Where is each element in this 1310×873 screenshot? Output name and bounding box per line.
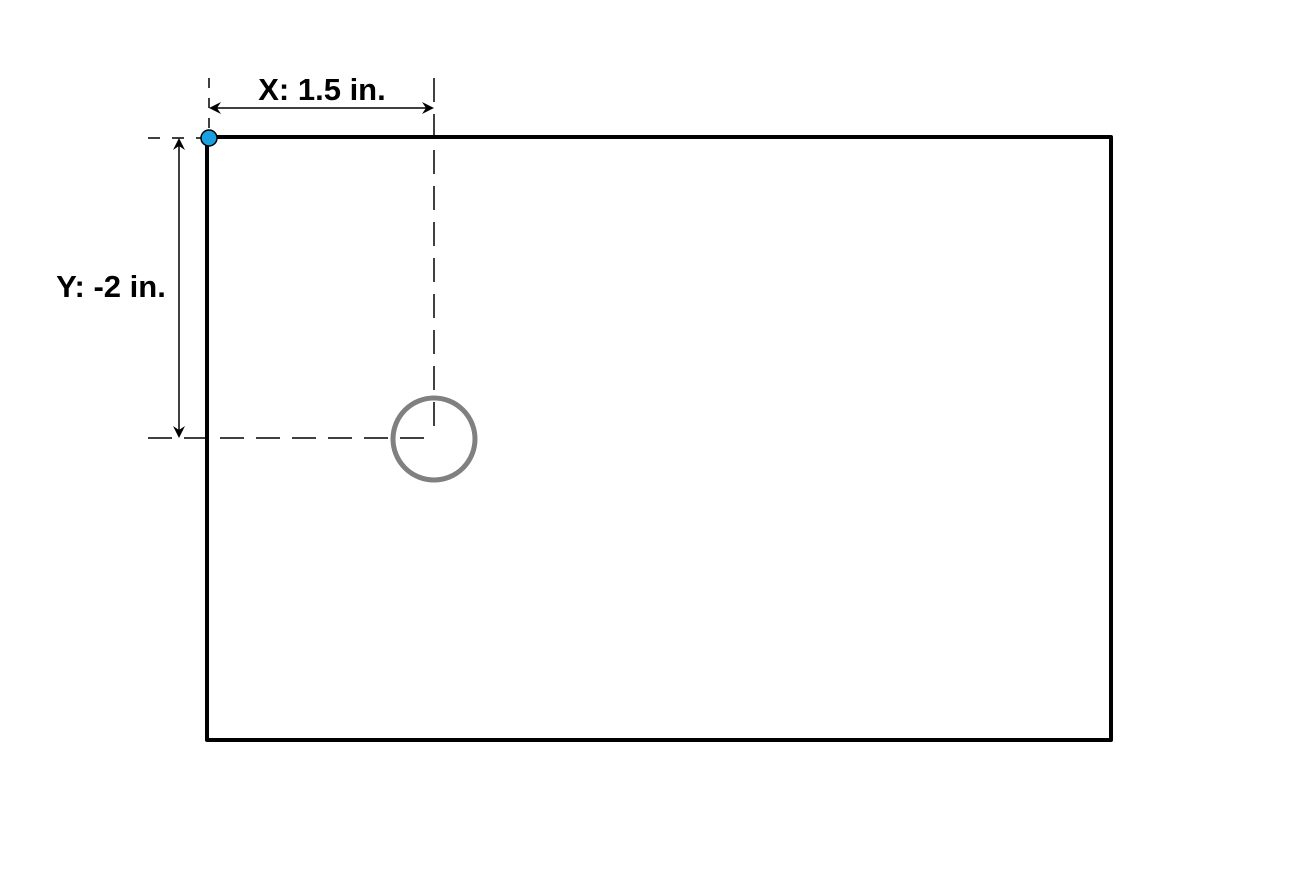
y-dimension-label: Y: -2 in. xyxy=(56,269,166,304)
hole-circle xyxy=(390,395,478,483)
origin-marker xyxy=(200,129,218,147)
x-dimension-label: X: 1.5 in. xyxy=(258,72,385,107)
